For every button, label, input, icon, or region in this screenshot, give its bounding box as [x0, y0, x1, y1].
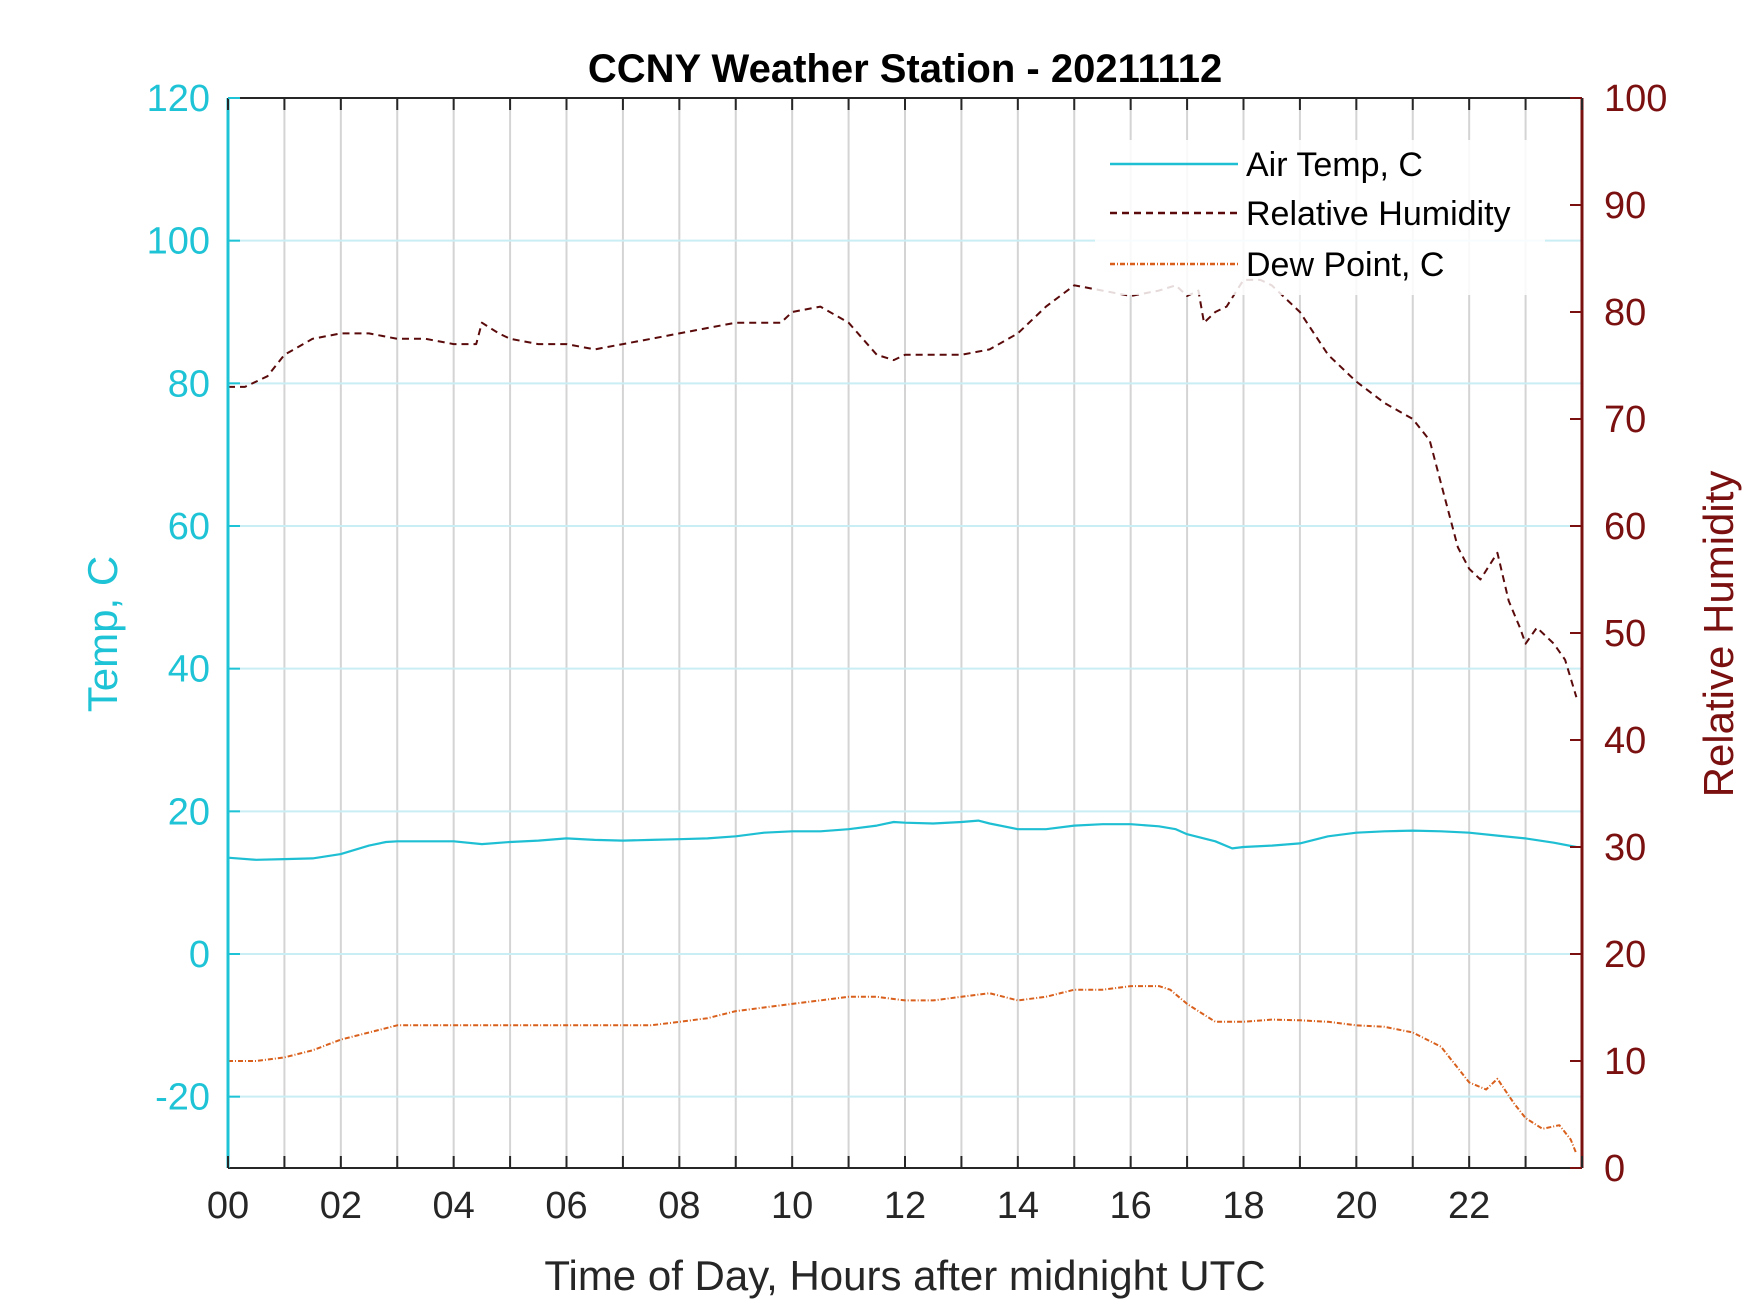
right-y-tick-label: 20: [1604, 934, 1646, 976]
legend-label-relative-humidity: Relative Humidity: [1246, 195, 1511, 233]
x-tick-label: 10: [771, 1185, 813, 1227]
right-y-tick-label: 70: [1604, 399, 1646, 441]
x-tick-label: 20: [1335, 1185, 1377, 1227]
left-y-tick-label: 20: [168, 791, 210, 833]
left-y-tick-label: 100: [147, 221, 210, 263]
series-line-air-temp-c: [227, 819, 1577, 861]
axes: [226, 97, 1584, 1169]
x-tick-label: 08: [658, 1185, 700, 1227]
x-tick-label: 16: [1110, 1185, 1152, 1227]
x-tick-label: 00: [207, 1185, 249, 1227]
right-y-tick-label: 90: [1604, 185, 1646, 227]
left-y-tick-label: 80: [168, 363, 210, 405]
left-y-tick-label: 0: [189, 934, 210, 976]
series-lines: [227, 278, 1578, 1155]
legend-label-dew-point: Dew Point, C: [1246, 246, 1444, 284]
right-y-tick-label: 30: [1604, 827, 1646, 869]
right-y-tick-label: 60: [1604, 506, 1646, 548]
legend: Air Temp, C Relative Humidity Dew Point,…: [1095, 140, 1545, 295]
series-line-dew-point-c: [228, 985, 1578, 1155]
x-tick-label: 02: [320, 1185, 362, 1227]
x-tick-label: 12: [884, 1185, 926, 1227]
x-axis-label: Time of Day, Hours after midnight UTC: [544, 1252, 1265, 1299]
legend-label-air-temp: Air Temp, C: [1246, 146, 1423, 184]
chart-title: CCNY Weather Station - 20211112: [588, 47, 1222, 91]
tick-labels: 00 02 04 06 08 10 12 14 16 18 20 22-200204060801001…: [147, 78, 1668, 1227]
right-y-tick-label: 10: [1604, 1041, 1646, 1083]
right-y-tick-label: 100: [1604, 78, 1667, 120]
left-y-tick-label: 60: [168, 506, 210, 548]
x-tick-label: 14: [997, 1185, 1039, 1227]
legend-box: [1095, 140, 1545, 295]
left-y-axis-label: Temp, C: [79, 556, 126, 712]
series-line-relative-humidity: [228, 278, 1578, 698]
left-y-tick-label: 40: [168, 649, 210, 691]
right-y-axis-label: Relative Humidity: [1695, 471, 1742, 798]
right-y-tick-label: 0: [1604, 1148, 1625, 1190]
x-tick-label: 06: [545, 1185, 587, 1227]
right-y-tick-label: 50: [1604, 613, 1646, 655]
x-tick-label: 18: [1222, 1185, 1264, 1227]
left-y-tick-label: -20: [155, 1077, 210, 1119]
right-y-tick-label: 40: [1604, 720, 1646, 762]
x-tick-label: 04: [433, 1185, 475, 1227]
left-y-tick-label: 120: [147, 78, 210, 120]
right-y-tick-label: 80: [1604, 292, 1646, 334]
x-tick-label: 22: [1448, 1185, 1490, 1227]
